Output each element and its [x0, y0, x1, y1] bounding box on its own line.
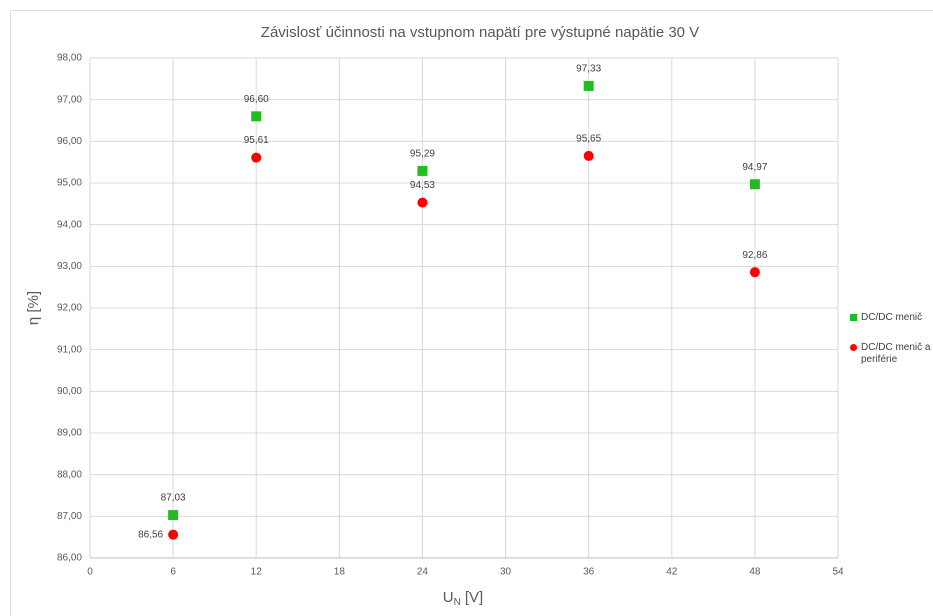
- x-tick-label: 0: [87, 567, 93, 578]
- y-axis-label: η [%]: [25, 291, 42, 325]
- grid: [89, 57, 839, 559]
- legend-label: DC/DC menič: [861, 312, 923, 323]
- data-label: 95,61: [244, 135, 269, 146]
- y-tick-label: 87,00: [57, 511, 82, 522]
- y-tick-label: 95,00: [57, 178, 82, 189]
- y-tick-label: 86,00: [57, 553, 82, 564]
- x-tick-label: 12: [251, 567, 263, 578]
- x-tick-label: 36: [583, 567, 595, 578]
- y-tick-label: 91,00: [57, 344, 82, 355]
- y-tick-label: 97,00: [57, 94, 82, 105]
- x-axis-label: UN [V]: [443, 589, 483, 608]
- marker: [168, 529, 179, 540]
- y-tick-label: 90,00: [57, 386, 82, 397]
- y-tick-label: 89,00: [57, 428, 82, 439]
- data-label: 95,65: [576, 134, 601, 145]
- data-label: 94,53: [410, 180, 435, 191]
- x-tick-label: 6: [170, 567, 176, 578]
- marker: [749, 267, 760, 278]
- legend-item: DC/DC menič: [850, 312, 933, 324]
- marker: [251, 152, 262, 163]
- legend-item: DC/DC menič a periférie: [850, 342, 933, 366]
- y-tick-label: 96,00: [57, 136, 82, 147]
- data-label: 87,03: [161, 493, 186, 504]
- y-tick-label: 93,00: [57, 261, 82, 272]
- y-tick-label: 98,00: [57, 53, 82, 64]
- x-tick-label: 42: [666, 567, 678, 578]
- x-tick-label: 30: [500, 567, 512, 578]
- marker: [417, 165, 428, 176]
- x-tick-label: 54: [832, 567, 844, 578]
- x-axis-label-sub: N: [454, 597, 461, 608]
- y-tick-label: 92,00: [57, 303, 82, 314]
- chart-title: Závislosť účinnosti na vstupnom napätí p…: [261, 24, 699, 41]
- legend-swatch: [850, 314, 857, 321]
- x-tick-label: 24: [417, 567, 429, 578]
- y-tick-label: 88,00: [57, 469, 82, 480]
- legend-label: DC/DC menič a periférie: [861, 342, 931, 365]
- data-label: 86,56: [138, 529, 163, 540]
- legend-swatch: [850, 344, 857, 351]
- data-label: 92,86: [742, 250, 767, 261]
- x-axis-label-unit: [V]: [465, 589, 483, 606]
- data-label: 94,97: [742, 162, 767, 173]
- y-tick-label: 94,00: [57, 219, 82, 230]
- x-tick-label: 18: [334, 567, 346, 578]
- marker: [168, 510, 179, 521]
- marker: [251, 111, 262, 122]
- marker: [583, 80, 594, 91]
- marker: [749, 179, 760, 190]
- x-tick-label: 48: [749, 567, 761, 578]
- marker: [583, 150, 594, 161]
- data-label: 95,29: [410, 149, 435, 160]
- marker: [417, 197, 428, 208]
- data-label: 97,33: [576, 64, 601, 75]
- data-label: 96,60: [244, 94, 269, 105]
- x-axis-label-main: U: [443, 589, 454, 606]
- chart-frame: [10, 10, 933, 616]
- legend: DC/DC menič DC/DC menič a periférie: [850, 312, 933, 384]
